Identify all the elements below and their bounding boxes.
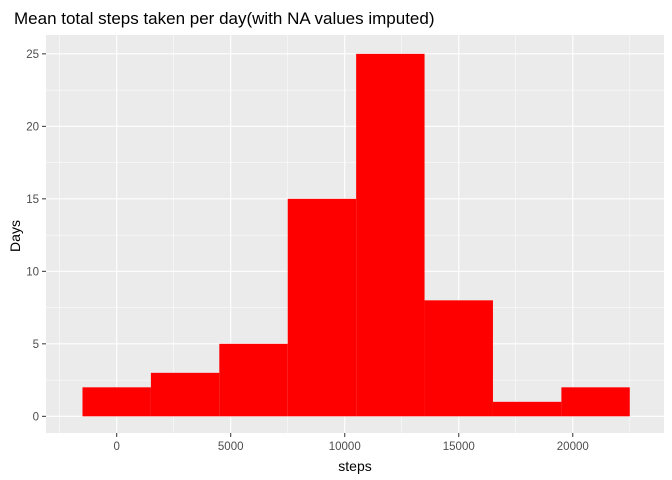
histogram-bars <box>82 53 630 417</box>
y-tick-label: 15 <box>26 194 39 206</box>
histogram-bar-1 <box>82 387 151 417</box>
x-tick-label: 10000 <box>329 441 361 453</box>
y-axis: 0 5 10 15 20 25 <box>26 49 46 423</box>
y-tick-label: 0 <box>33 411 39 423</box>
x-axis: 0 5000 10000 15000 20000 <box>113 433 589 453</box>
y-tick-label: 5 <box>33 339 39 351</box>
histogram-bar-7 <box>492 401 562 417</box>
x-tick-label: 20000 <box>557 441 589 453</box>
y-axis-title: Days <box>7 220 23 252</box>
y-tick-label: 10 <box>26 266 39 278</box>
histogram-bar-2 <box>150 372 220 417</box>
x-axis-title: steps <box>338 458 371 474</box>
x-tick-label: 5000 <box>218 441 244 453</box>
y-tick-label: 20 <box>26 121 39 133</box>
histogram-bar-4 <box>287 198 357 417</box>
chart-title: Mean total steps taken per day(with NA v… <box>14 9 435 28</box>
x-tick-label: 15000 <box>443 441 475 453</box>
y-tick-label: 25 <box>26 49 39 61</box>
histogram-bar-5 <box>356 53 425 417</box>
histogram-bar-6 <box>424 300 493 417</box>
histogram-bar-3 <box>219 343 288 417</box>
x-tick-label: 0 <box>113 441 119 453</box>
histogram-bar-8 <box>561 387 630 417</box>
